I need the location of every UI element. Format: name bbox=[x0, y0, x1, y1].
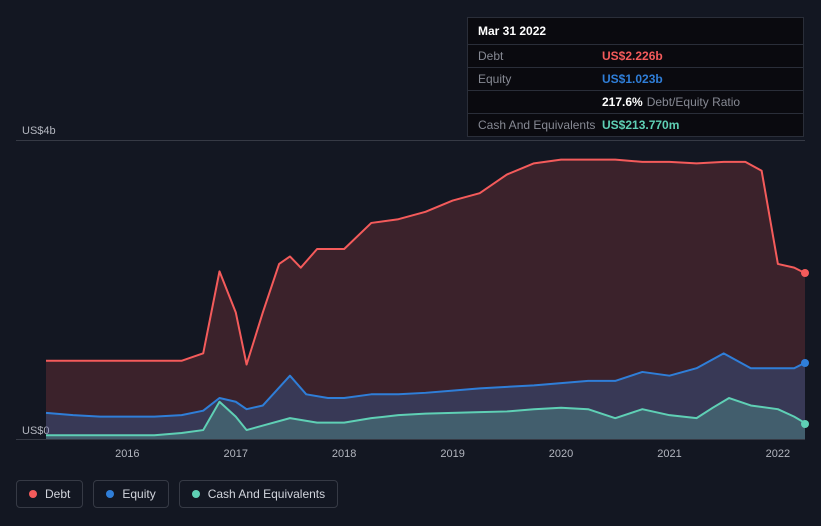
legend-label: Equity bbox=[122, 487, 155, 501]
tooltip-row-value: US$1.023b bbox=[602, 72, 793, 86]
x-tick: 2020 bbox=[549, 448, 573, 460]
y-axis-label-max: US$4b bbox=[22, 125, 56, 137]
end-dot-debt bbox=[801, 269, 809, 277]
legend-dot-icon bbox=[192, 490, 200, 498]
legend-label: Debt bbox=[45, 487, 70, 501]
tooltip-row-label: Equity bbox=[478, 72, 602, 86]
chart-svg bbox=[16, 141, 805, 439]
legend-dot-icon bbox=[106, 490, 114, 498]
end-dot-equity bbox=[801, 359, 809, 367]
tooltip-row-value: US$213.770m bbox=[602, 118, 793, 132]
tooltip-row: 217.6%Debt/Equity Ratio bbox=[468, 91, 803, 114]
x-tick: 2022 bbox=[766, 448, 790, 460]
chart-area[interactable] bbox=[16, 140, 805, 440]
legend-item-cash-and-equivalents[interactable]: Cash And Equivalents bbox=[179, 480, 338, 508]
tooltip-row-value: US$2.226b bbox=[602, 49, 793, 63]
tooltip-row-value: 217.6%Debt/Equity Ratio bbox=[602, 95, 793, 109]
legend-label: Cash And Equivalents bbox=[208, 487, 325, 501]
tooltip-row-label bbox=[478, 95, 602, 109]
x-tick: 2017 bbox=[224, 448, 248, 460]
legend-item-debt[interactable]: Debt bbox=[16, 480, 83, 508]
tooltip: Mar 31 2022 DebtUS$2.226bEquityUS$1.023b… bbox=[467, 17, 804, 137]
x-tick: 2018 bbox=[332, 448, 356, 460]
legend-dot-icon bbox=[29, 490, 37, 498]
x-tick: 2021 bbox=[657, 448, 681, 460]
legend: Debt Equity Cash And Equivalents bbox=[16, 480, 338, 508]
x-axis: 2016 2017 2018 2019 2020 2021 2022 bbox=[16, 448, 805, 464]
tooltip-date: Mar 31 2022 bbox=[468, 18, 803, 45]
x-tick: 2016 bbox=[115, 448, 139, 460]
tooltip-row-extra: Debt/Equity Ratio bbox=[647, 95, 740, 109]
tooltip-row-label: Debt bbox=[478, 49, 602, 63]
end-dot-cash-and-equivalents bbox=[801, 420, 809, 428]
x-tick: 2019 bbox=[440, 448, 464, 460]
tooltip-row: DebtUS$2.226b bbox=[468, 45, 803, 68]
tooltip-row: Cash And EquivalentsUS$213.770m bbox=[468, 114, 803, 136]
legend-item-equity[interactable]: Equity bbox=[93, 480, 168, 508]
tooltip-row-label: Cash And Equivalents bbox=[478, 118, 602, 132]
tooltip-row: EquityUS$1.023b bbox=[468, 68, 803, 91]
